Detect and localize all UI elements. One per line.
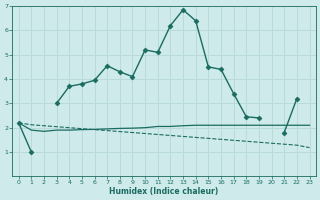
- X-axis label: Humidex (Indice chaleur): Humidex (Indice chaleur): [109, 187, 219, 196]
